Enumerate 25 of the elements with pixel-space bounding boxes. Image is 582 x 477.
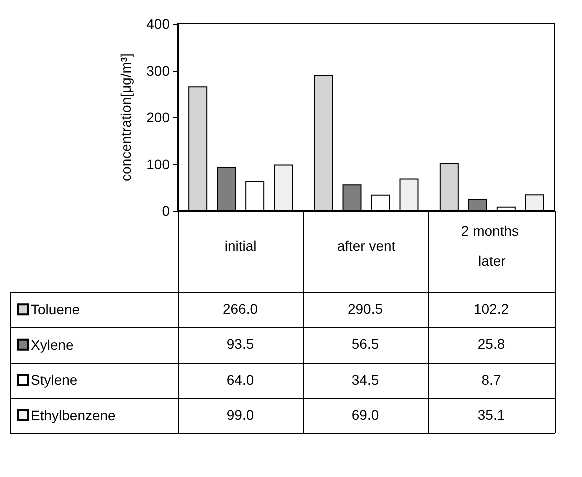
data-label: 8.7 <box>480 370 502 390</box>
legend-label: Xylene <box>31 336 74 353</box>
data-label: 64.0 <box>226 370 256 390</box>
data-label: 93.5 <box>226 335 256 354</box>
y-tick-label: 300 <box>146 62 170 79</box>
data-label: 99.0 <box>226 406 256 425</box>
x-tick-label: 2 months later <box>461 223 523 269</box>
data-label: 102.2 <box>472 300 510 319</box>
data-label: 56.5 <box>350 335 380 354</box>
x-tick-label: after vent <box>337 238 396 254</box>
y-tick-label: 100 <box>146 156 170 172</box>
data-label: 290.5 <box>346 300 384 319</box>
legend-label: Toluene <box>31 302 80 318</box>
data-label: 34.5 <box>350 370 380 390</box>
y-tick-label: 400 <box>146 16 170 32</box>
legend-label: Ethylbenzene <box>31 407 116 424</box>
y-axis-title: concentration[μg/m³] <box>118 54 134 182</box>
data-label: 69.0 <box>350 406 380 425</box>
data-label: 266.0 <box>222 300 260 319</box>
y-tick-label: 0 <box>162 203 170 219</box>
y-tick-label: 200 <box>146 110 170 126</box>
legend-label: Stylene <box>31 372 78 388</box>
data-label: 25.8 <box>476 335 506 354</box>
x-tick-label: initial <box>224 238 257 254</box>
data-label: 35.1 <box>476 406 506 425</box>
